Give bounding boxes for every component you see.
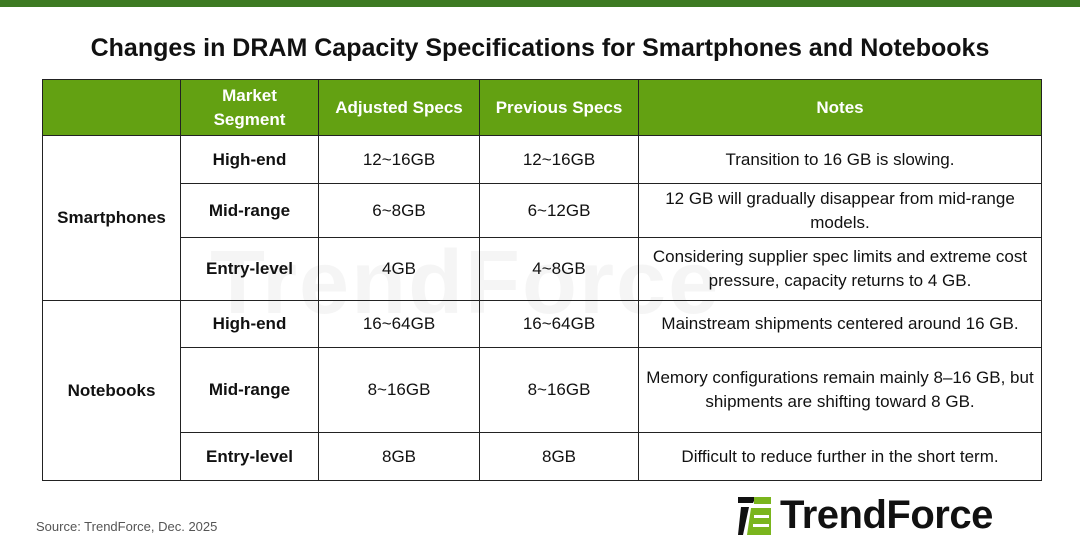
segment-cell: Entry-level [180,237,319,301]
adjusted-cell: 8GB [318,432,480,481]
previous-cell: 16~64GB [479,300,639,348]
source-note: Source: TrendForce, Dec. 2025 [36,519,218,534]
previous-cell: 6~12GB [479,183,639,238]
trendforce-logo: TrendForce [738,493,993,538]
notes-cell: 12 GB will gradually disappear from mid-… [638,183,1042,238]
header-row: Market Segment Adjusted Specs Previous S… [42,79,1042,136]
page-title: Changes in DRAM Capacity Specifications … [90,34,990,62]
previous-cell: 12~16GB [479,135,639,184]
notes-cell: Memory configurations remain mainly 8–16… [638,347,1042,433]
adjusted-cell: 16~64GB [318,300,480,348]
segment-cell: High-end [180,135,319,184]
segment-cell: Mid-range [180,347,319,433]
previous-cell: 8GB [479,432,639,481]
previous-cell: 4~8GB [479,237,639,301]
header-notes: Notes [638,79,1042,136]
header-adjusted-specs: Adjusted Specs [318,79,480,136]
table-row: Entry-level 4GB 4~8GB Considering suppli… [43,237,1042,301]
notes-cell: Transition to 16 GB is slowing. [638,135,1042,184]
group-notebooks: Notebooks [42,300,181,481]
table-row: Mid-range 8~16GB 8~16GB Memory configura… [43,347,1042,433]
segment-cell: High-end [180,300,319,348]
logo-text: TrendForce [780,493,993,537]
header-blank [42,79,181,136]
top-accent-bar [0,0,1080,7]
previous-cell: 8~16GB [479,347,639,433]
table-row: Notebooks High-end 16~64GB 16~64GB Mains… [42,300,1042,481]
table-row: Entry-level 8GB 8GB Difficult to reduce … [43,432,1042,481]
notes-cell: Difficult to reduce further in the short… [638,432,1042,481]
header-previous-specs: Previous Specs [479,79,639,136]
trendforce-logo-icon [738,496,771,535]
adjusted-cell: 4GB [318,237,480,301]
segment-cell: Entry-level [180,432,319,481]
table-row: Smartphones High-end 12~16GB 12~16GB Tra… [42,135,1042,301]
group-smartphones: Smartphones [42,135,181,301]
notes-cell: Considering supplier spec limits and ext… [638,237,1042,301]
table-row: Mid-range 6~8GB 6~12GB 12 GB will gradua… [43,183,1042,238]
adjusted-cell: 6~8GB [318,183,480,238]
spec-table: Market Segment Adjusted Specs Previous S… [42,79,1042,481]
adjusted-cell: 8~16GB [318,347,480,433]
notes-cell: Mainstream shipments centered around 16 … [638,300,1042,348]
header-market-segment: Market Segment [180,79,319,136]
adjusted-cell: 12~16GB [318,135,480,184]
segment-cell: Mid-range [180,183,319,238]
